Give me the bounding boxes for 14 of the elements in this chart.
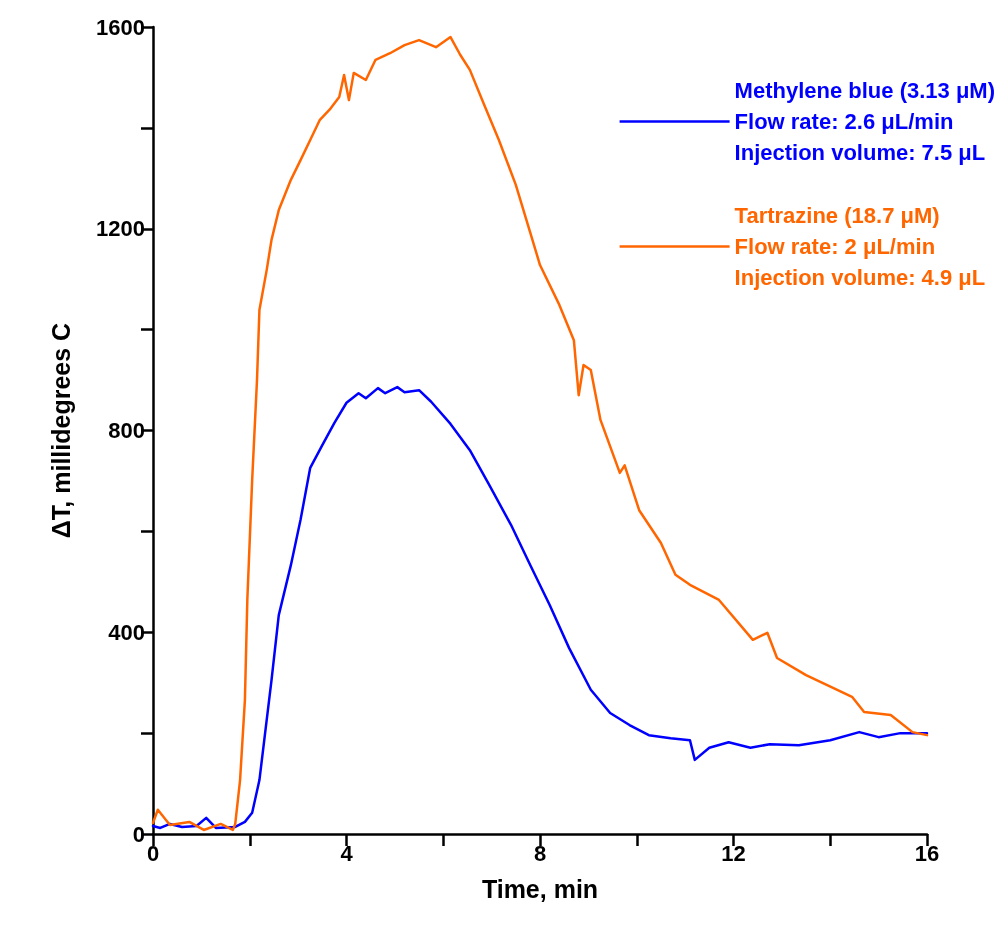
- y-tick-label: 1200: [96, 216, 145, 242]
- line-series: [151, 385, 929, 830]
- x-tick-label: 4: [340, 840, 354, 866]
- y-axis-title: ΔT, millidegrees C: [46, 322, 75, 539]
- x-tick-label: 12: [721, 840, 746, 866]
- legend-label: Methylene blue (3.13 μM) Flow rate: 2.6 μL/min Injection volume: 7.5 μL: [734, 78, 995, 165]
- y-tick-label: 400: [108, 619, 145, 645]
- x-tick-label: 8: [533, 840, 547, 866]
- y-tick-label: 0: [132, 821, 145, 847]
- y-tick-label: 800: [108, 418, 145, 443]
- y-tick-label: 1600: [96, 14, 145, 40]
- x-axis-title: Time, min: [481, 874, 599, 903]
- legend-label: Tartrazine (18.7 μM) Flow rate: 2 μL/min Injection volume: 4.9 μL: [734, 203, 986, 290]
- x-tick-label: 16: [914, 840, 940, 866]
